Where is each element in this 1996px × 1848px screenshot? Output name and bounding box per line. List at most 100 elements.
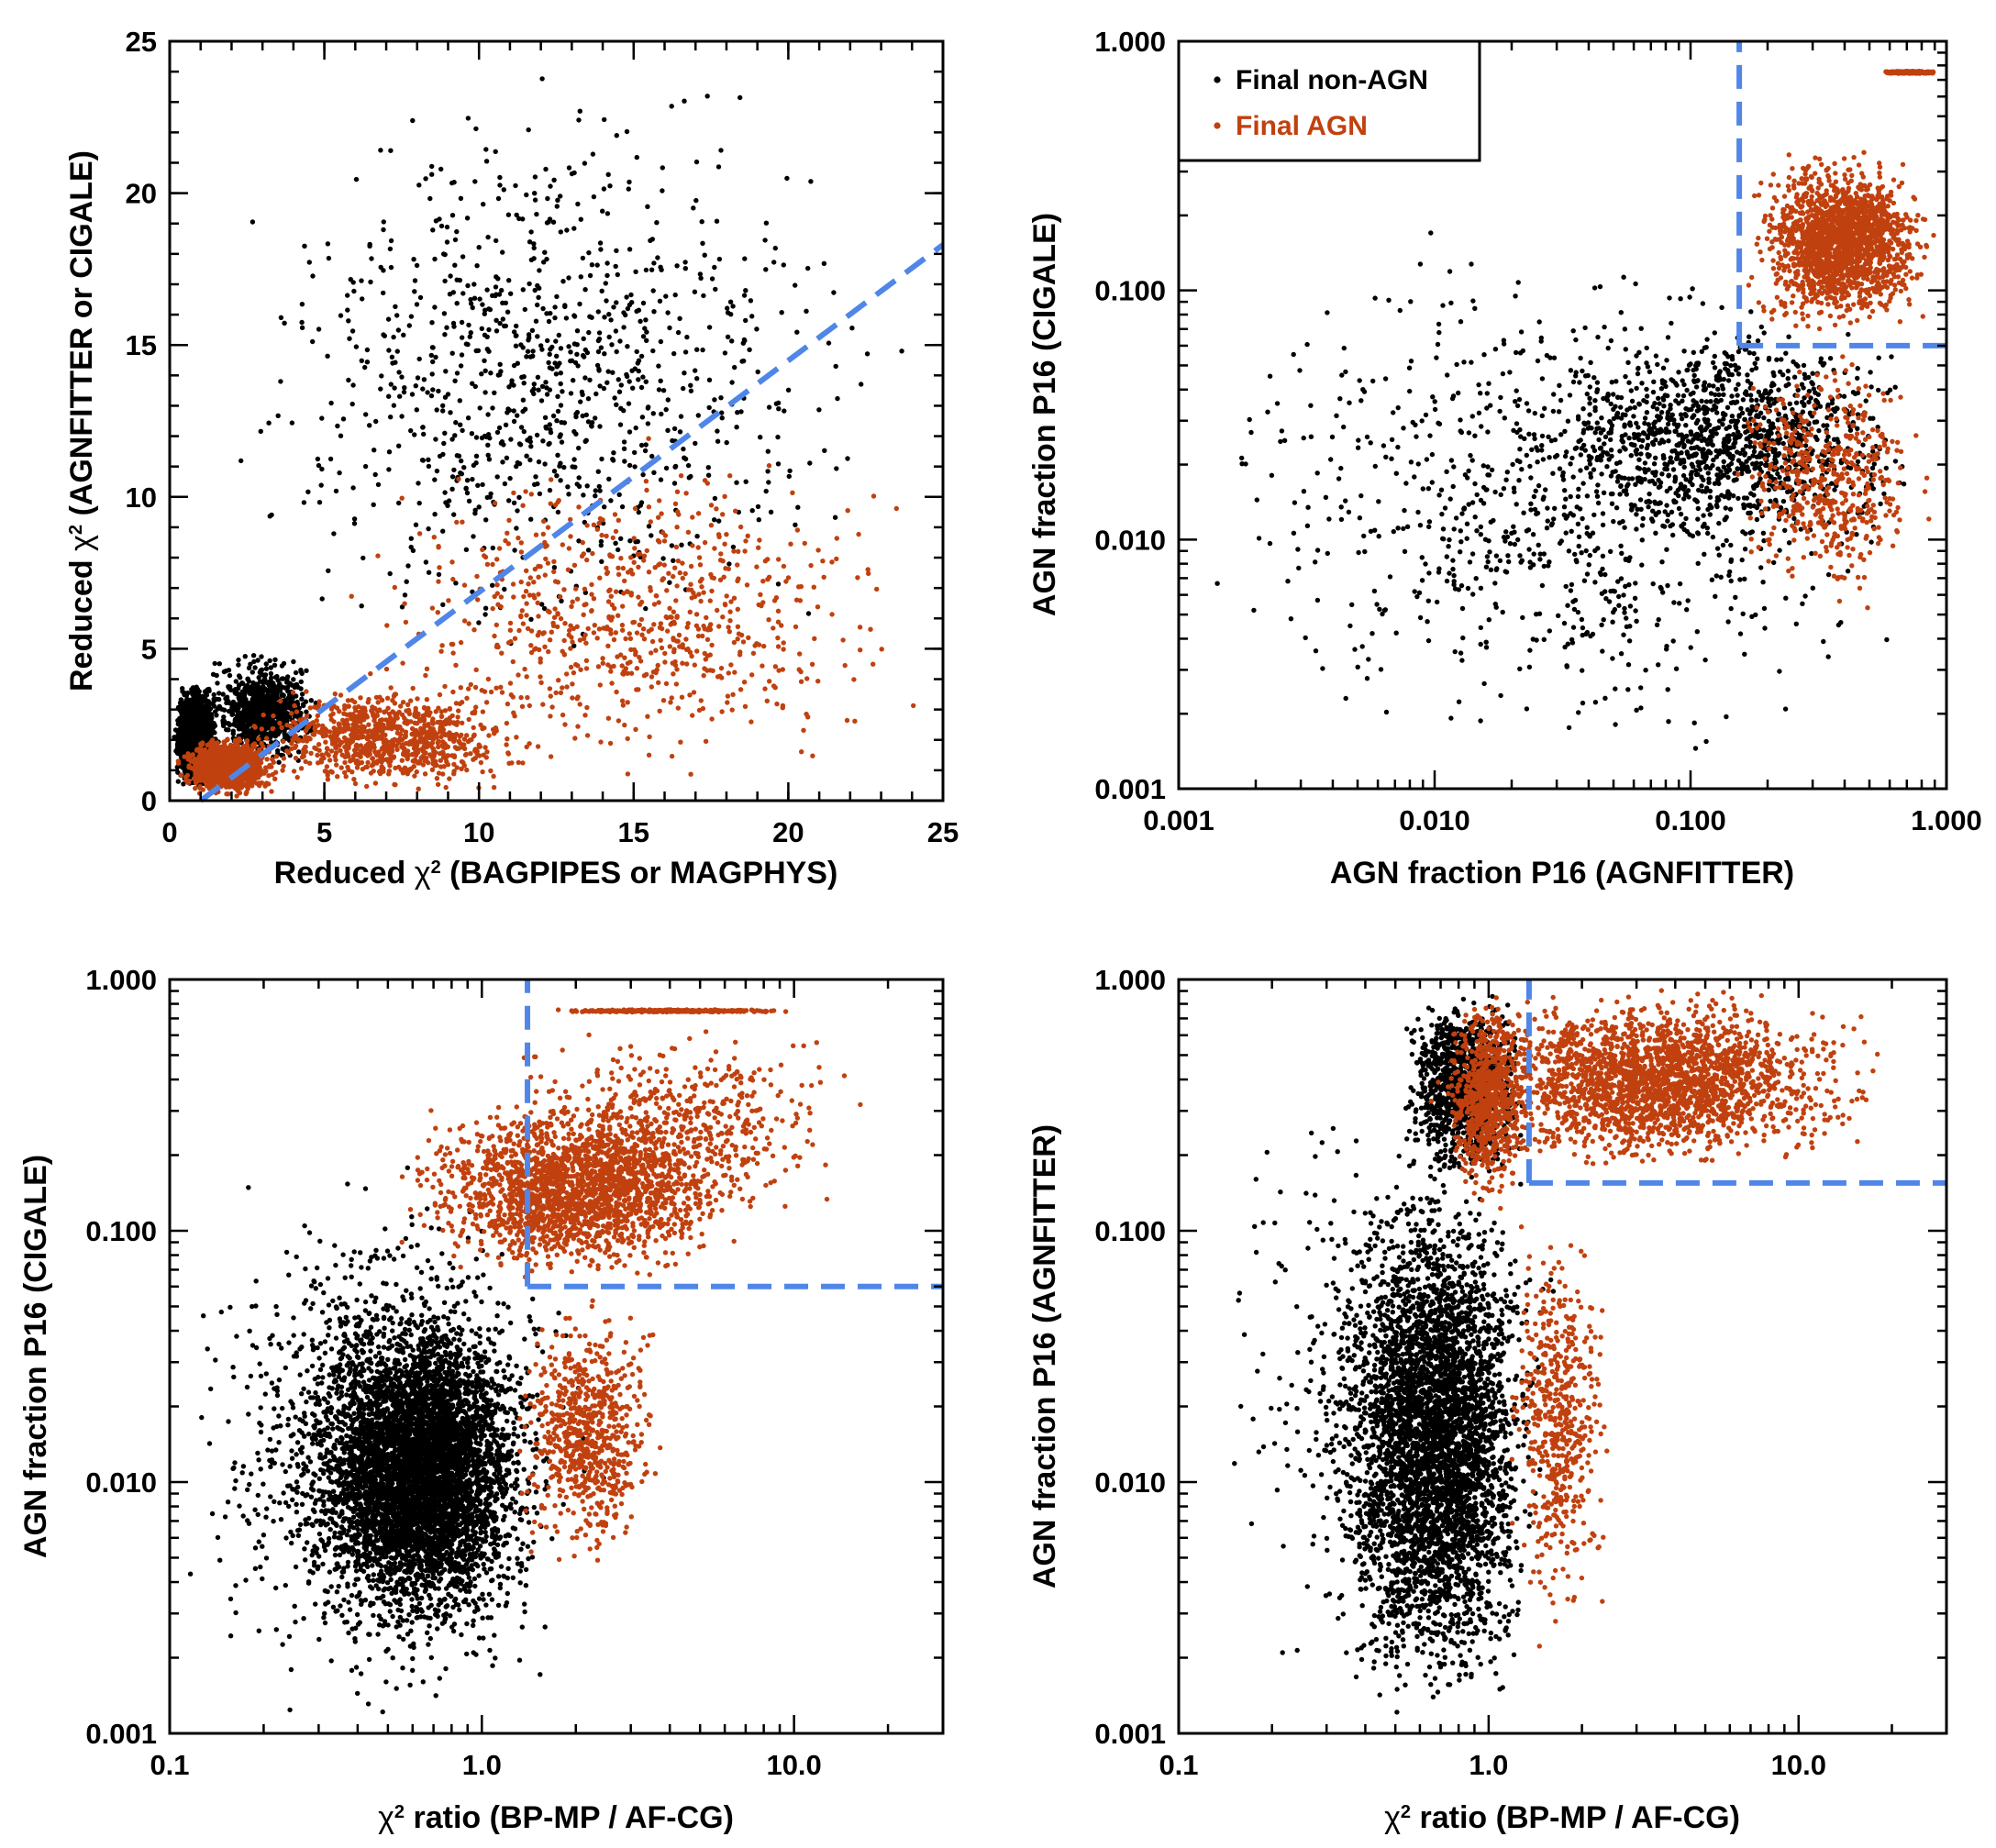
- non-agn-point: [656, 363, 661, 369]
- non-agn-point: [688, 388, 694, 393]
- non-agn-point: [574, 351, 580, 357]
- non-agn-point: [276, 759, 282, 765]
- non-agn-point: [834, 466, 839, 471]
- non-agn-point: [554, 473, 560, 479]
- non-agn-point: [362, 463, 369, 470]
- non-agn-point: [544, 311, 549, 316]
- non-agn-point: [682, 266, 688, 271]
- non-agn-point: [716, 518, 722, 524]
- non-agn-point: [186, 739, 192, 745]
- non-agn-point: [576, 445, 582, 451]
- non-agn-point: [816, 407, 822, 413]
- non-agn-point: [821, 260, 827, 266]
- non-agn-point: [766, 404, 772, 410]
- non-agn-point: [569, 171, 575, 177]
- non-agn-point: [704, 94, 710, 99]
- non-agn-point: [476, 620, 482, 625]
- non-agn-point: [463, 547, 470, 552]
- non-agn-point: [654, 220, 660, 226]
- non-agn-point: [547, 487, 553, 493]
- non-agn-point: [555, 452, 560, 458]
- non-agn-point: [640, 471, 646, 478]
- non-agn-point: [768, 509, 774, 515]
- non-agn-point: [179, 719, 185, 725]
- non-agn-point: [360, 555, 366, 561]
- non-agn-point: [454, 371, 460, 376]
- non-agn-point: [221, 718, 227, 725]
- non-agn-point: [682, 260, 688, 265]
- non-agn-point: [227, 685, 232, 692]
- non-agn-point: [353, 176, 360, 183]
- non-agn-point: [459, 319, 465, 326]
- non-agn-point: [568, 349, 573, 355]
- non-agn-point: [251, 731, 258, 736]
- non-agn-point: [452, 262, 458, 268]
- non-agn-point: [371, 502, 376, 507]
- non-agn-point: [378, 148, 383, 153]
- non-agn-point: [574, 342, 580, 348]
- agn-point: [264, 757, 270, 762]
- non-agn-point: [250, 653, 257, 658]
- non-agn-point: [762, 238, 768, 243]
- non-agn-point: [503, 300, 508, 305]
- non-agn-point: [194, 686, 199, 692]
- non-agn-point: [559, 598, 564, 603]
- non-agn-point: [516, 441, 523, 447]
- non-agn-point: [511, 362, 517, 369]
- non-agn-point: [604, 298, 609, 304]
- non-agn-point: [576, 117, 582, 123]
- non-agn-point: [347, 336, 352, 341]
- non-agn-point: [743, 317, 748, 324]
- non-agn-point: [442, 490, 448, 495]
- non-agn-point: [561, 464, 567, 470]
- non-agn-point: [204, 732, 209, 737]
- non-agn-point: [577, 301, 582, 307]
- non-agn-point: [730, 544, 737, 550]
- non-agn-point: [244, 682, 250, 689]
- non-agn-point: [621, 439, 627, 445]
- non-agn-point: [252, 665, 258, 670]
- non-agn-point: [429, 320, 435, 326]
- non-agn-point: [619, 503, 626, 510]
- non-agn-point: [621, 325, 627, 330]
- non-agn-point: [636, 377, 641, 382]
- non-agn-point: [326, 255, 332, 261]
- non-agn-point: [643, 442, 649, 448]
- non-agn-point: [411, 257, 416, 262]
- non-agn-point: [387, 246, 394, 252]
- non-agn-point: [682, 98, 687, 104]
- non-agn-point: [629, 368, 635, 373]
- non-agn-point: [660, 165, 665, 171]
- non-agn-point: [593, 493, 598, 499]
- non-agn-point: [573, 431, 579, 437]
- non-agn-point: [408, 314, 415, 319]
- non-agn-point: [242, 654, 248, 659]
- non-agn-point: [493, 149, 498, 154]
- non-agn-point: [230, 712, 236, 717]
- non-agn-point: [349, 401, 355, 407]
- non-agn-point: [388, 264, 394, 271]
- non-agn-point: [644, 338, 649, 343]
- non-agn-point: [434, 468, 440, 474]
- non-agn-point: [775, 581, 782, 587]
- non-agn-point: [602, 504, 607, 510]
- non-agn-point: [533, 474, 538, 480]
- non-agn-point: [429, 172, 435, 177]
- non-agn-point: [364, 360, 371, 365]
- non-agn-point: [391, 403, 397, 408]
- non-agn-point: [465, 282, 471, 289]
- non-agn-point: [346, 377, 351, 383]
- non-agn-point: [255, 683, 261, 689]
- non-agn-point: [539, 76, 545, 82]
- non-agn-point: [645, 204, 650, 209]
- non-agn-point: [327, 456, 334, 462]
- non-agn-point: [635, 360, 640, 366]
- non-agn-point: [303, 699, 309, 704]
- non-agn-point: [613, 540, 618, 546]
- non-agn-point: [527, 281, 532, 287]
- non-agn-point: [276, 688, 283, 693]
- non-agn-point: [520, 345, 526, 350]
- agn-point: [256, 775, 261, 780]
- non-agn-point: [449, 213, 456, 218]
- non-agn-point: [386, 393, 392, 399]
